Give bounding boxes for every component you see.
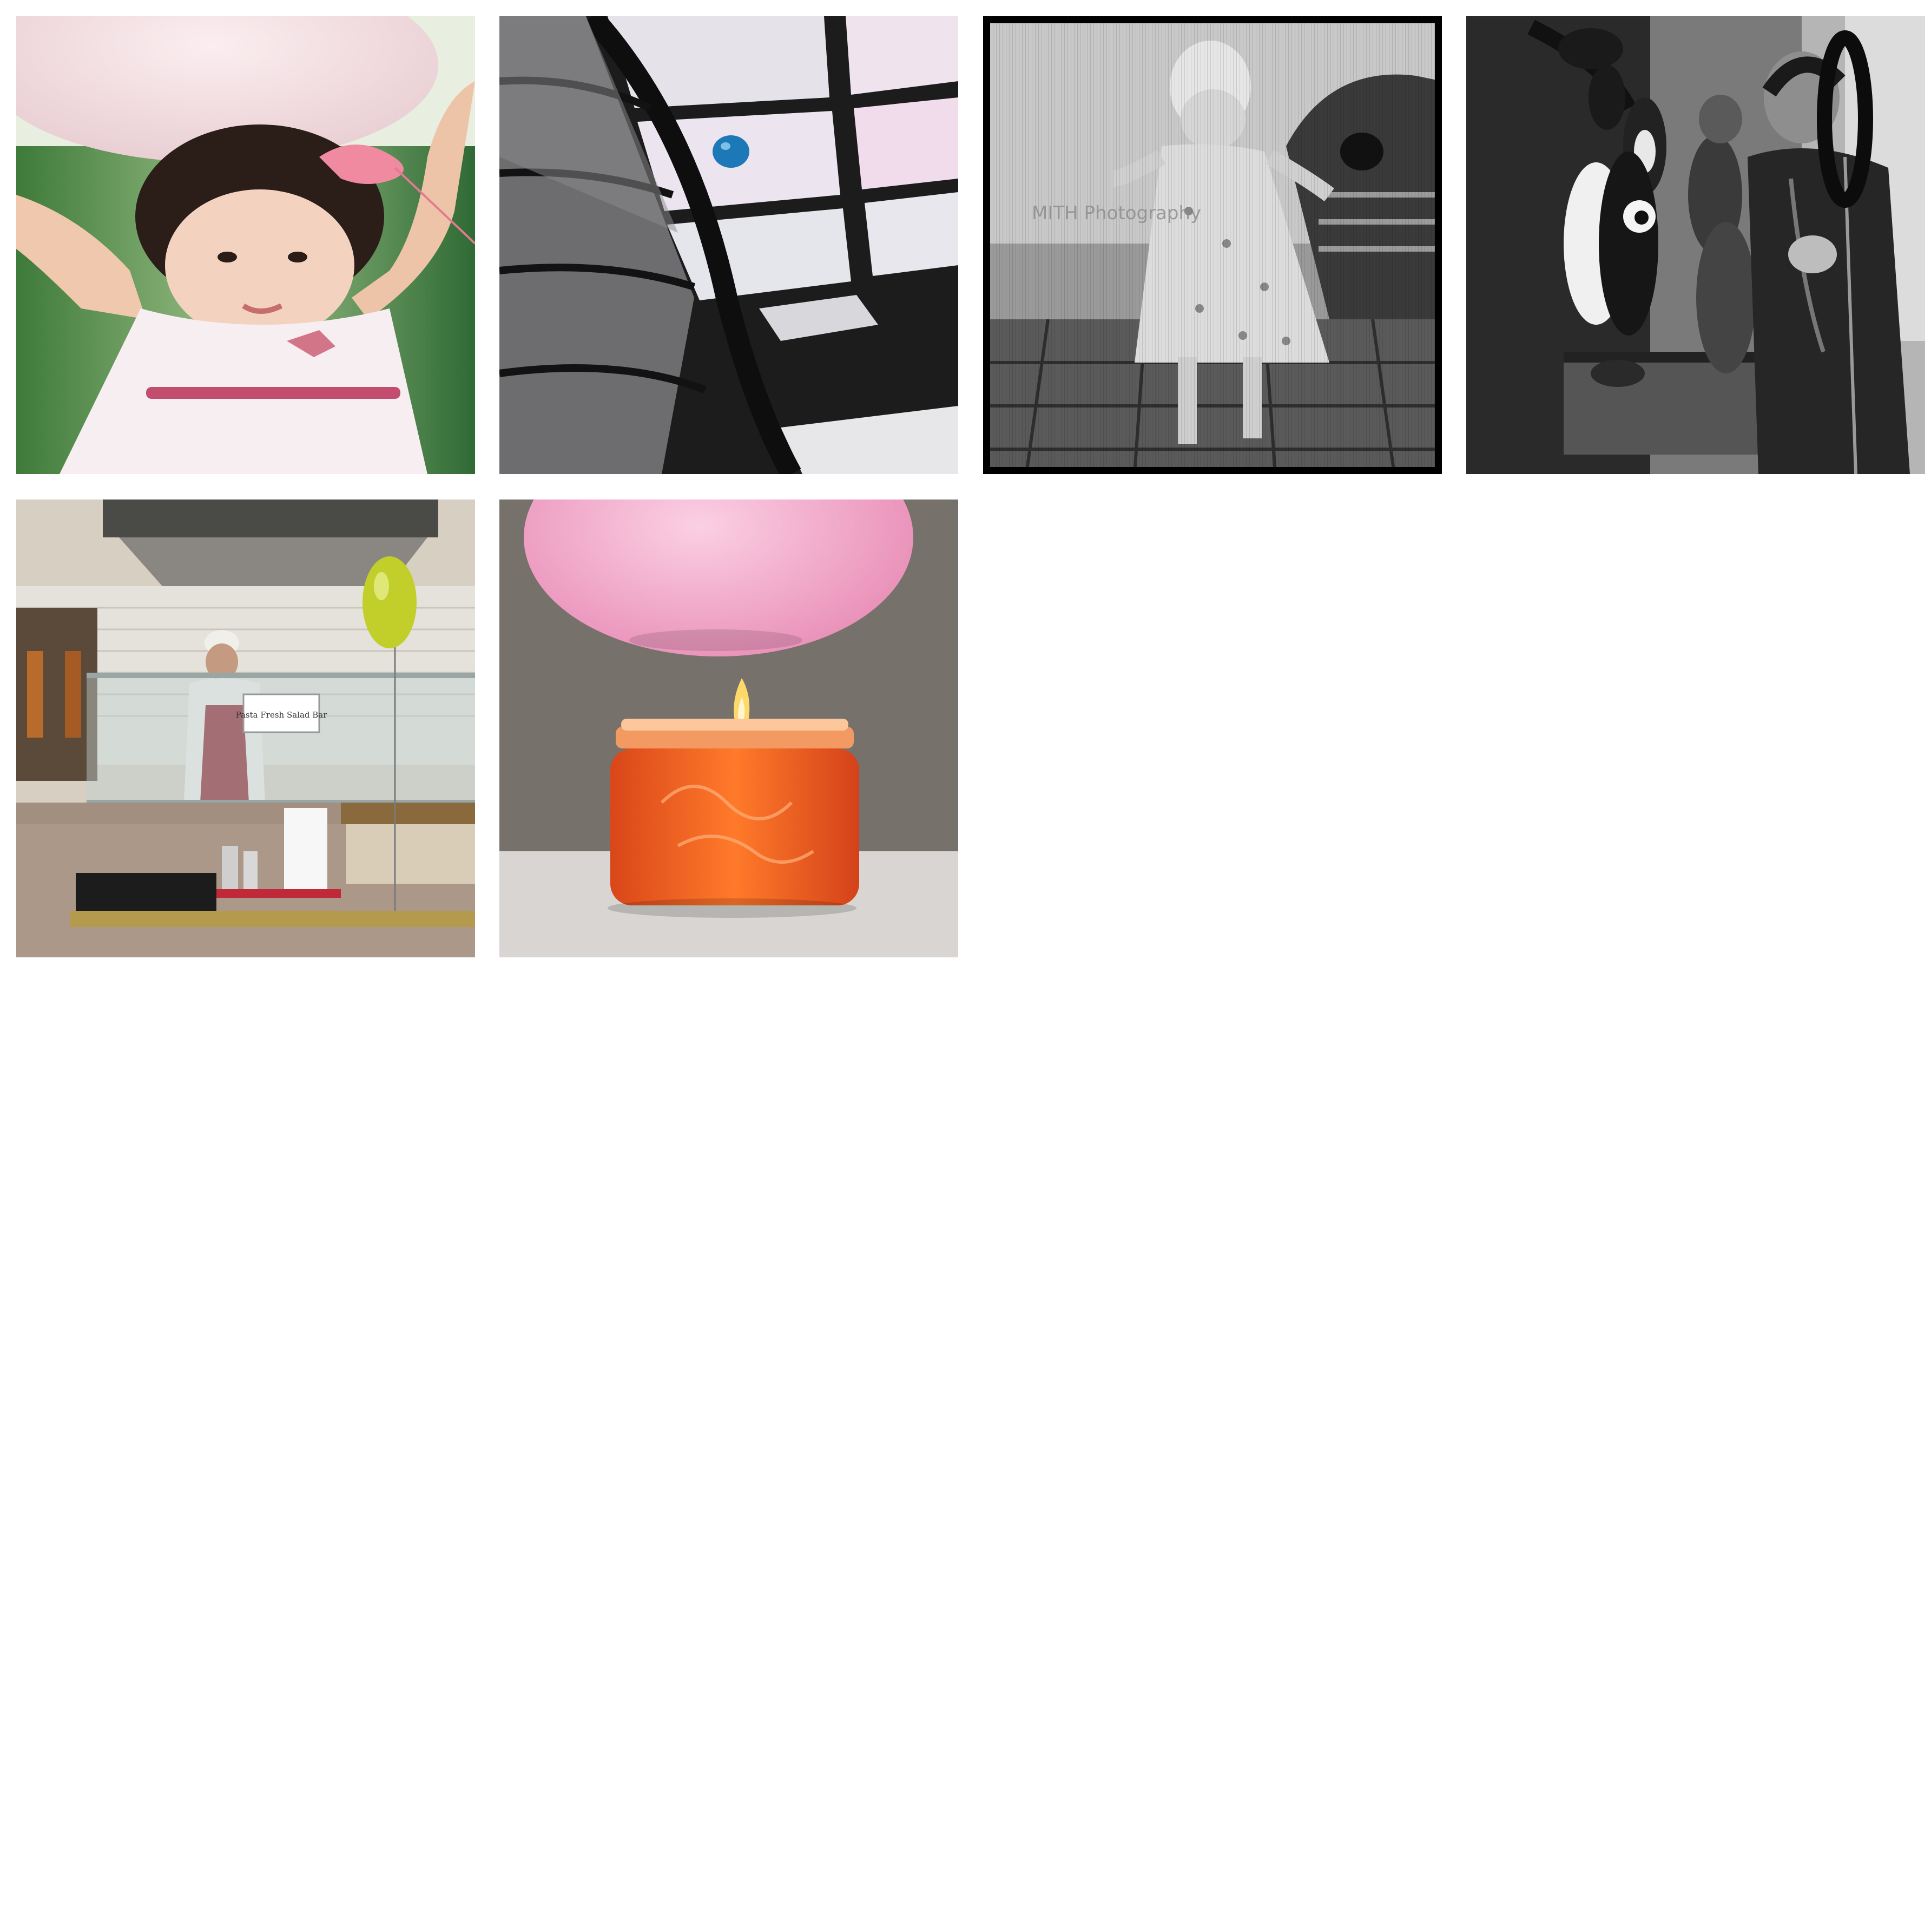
photo-toddler-bench-bw[interactable]: MITH Photography	[983, 16, 1442, 474]
photo-balloon-artist-bw[interactable]	[1466, 16, 1925, 474]
balloon-artist-image	[1466, 16, 1925, 474]
toddler-pink-balloon-image	[16, 16, 475, 474]
restaurant-yellow-balloon-image: Pasta Fresh Salad Bar	[16, 500, 475, 957]
photo-balloon-candle[interactable]	[499, 500, 958, 957]
watermark-text: MITH Photography	[1032, 202, 1201, 224]
toddler-bench-image: MITH Photography	[983, 16, 1442, 474]
counter-sign-text: Pasta Fresh Salad Bar	[236, 710, 328, 720]
photo-skylight-blue-balloon[interactable]	[499, 16, 958, 474]
photo-toddler-pink-balloon[interactable]	[16, 16, 475, 474]
balloon-candle-image	[499, 500, 958, 957]
photo-restaurant-yellow-balloon[interactable]: Pasta Fresh Salad Bar	[16, 500, 475, 957]
skylight-blue-balloon-image	[499, 16, 958, 474]
